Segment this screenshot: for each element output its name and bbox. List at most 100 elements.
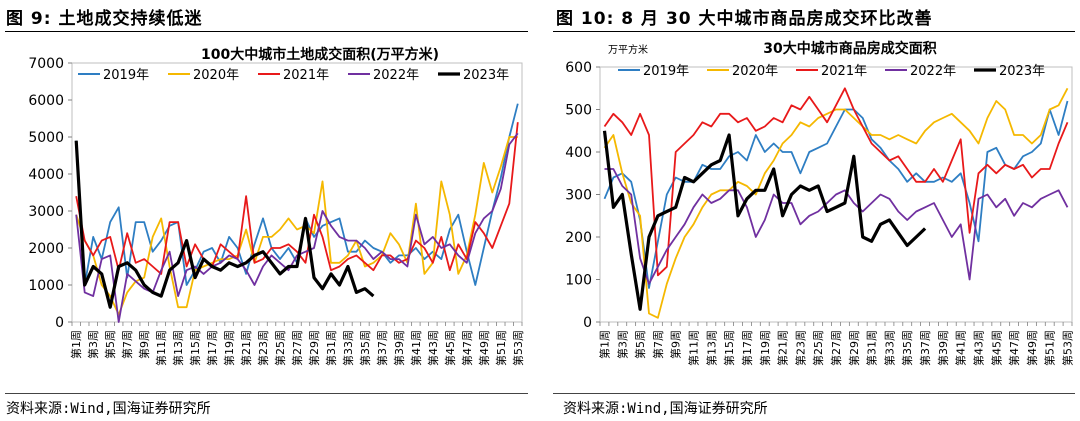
x-tick-label: 第31周 bbox=[324, 330, 338, 366]
y-tick-label: 400 bbox=[565, 145, 592, 161]
x-tick-label: 第11周 bbox=[154, 330, 168, 366]
y-tick-label: 2000 bbox=[28, 241, 64, 257]
y-tick-label: 300 bbox=[565, 188, 592, 204]
series-line-2021年 bbox=[75, 122, 519, 275]
legend-label: 2022年 bbox=[910, 64, 956, 79]
x-tick-label: 第21周 bbox=[776, 330, 790, 366]
legend-label: 2021年 bbox=[283, 68, 329, 83]
legend-label: 2020年 bbox=[193, 68, 239, 83]
legend-label: 2021年 bbox=[821, 64, 867, 79]
x-tick-label: 第5周 bbox=[633, 330, 647, 359]
series-line-2023年 bbox=[74, 140, 375, 309]
title-rule-left bbox=[5, 31, 528, 32]
y-tick-label: 0 bbox=[55, 315, 64, 331]
x-tick-label: 第5周 bbox=[103, 330, 117, 359]
legend-label: 2020年 bbox=[732, 64, 778, 79]
y-tick-label: 7000 bbox=[28, 56, 64, 72]
x-tick-label: 第47周 bbox=[460, 330, 474, 366]
chart-title: 30大中城市商品房成交面积 bbox=[763, 40, 936, 57]
x-tick-label: 第41周 bbox=[409, 330, 423, 366]
x-tick-label: 第27周 bbox=[290, 330, 304, 366]
figure-title-right: 图 10: 8 月 30 大中城市商品房成交环比改善 bbox=[556, 9, 933, 29]
x-tick-label: 第1周 bbox=[597, 330, 611, 359]
figure-title-left: 图 9: 土地成交持续低迷 bbox=[6, 9, 203, 29]
y-tick-label: 4000 bbox=[28, 167, 64, 183]
plot-frame bbox=[71, 62, 523, 323]
x-tick-label: 第25周 bbox=[273, 330, 287, 366]
legend-label: 2023年 bbox=[999, 64, 1045, 79]
x-tick-label: 第19周 bbox=[222, 330, 236, 366]
title-rule-right bbox=[553, 31, 1075, 32]
x-tick-label: 第39周 bbox=[392, 330, 406, 366]
x-tick-label: 第15周 bbox=[722, 330, 736, 366]
x-tick-label: 第27周 bbox=[829, 330, 843, 366]
x-tick-label: 第29周 bbox=[307, 330, 321, 366]
legend-label: 2023年 bbox=[463, 68, 509, 83]
x-tick-label: 第9周 bbox=[137, 330, 151, 359]
x-tick-label: 第41周 bbox=[954, 330, 968, 366]
series-line-2023年 bbox=[602, 130, 927, 311]
legend-label: 2019年 bbox=[643, 64, 689, 79]
x-tick-label: 第9周 bbox=[669, 330, 683, 359]
x-tick-label: 第33周 bbox=[341, 330, 355, 366]
x-tick-label: 第47周 bbox=[1007, 330, 1021, 366]
x-tick-label: 第3周 bbox=[86, 330, 100, 359]
x-tick-label: 第23周 bbox=[256, 330, 270, 366]
x-tick-label: 第43周 bbox=[971, 330, 985, 366]
y-tick-label: 5000 bbox=[28, 130, 64, 146]
x-tick-label: 第49周 bbox=[1025, 330, 1039, 366]
x-tick-label: 第53周 bbox=[1061, 330, 1075, 366]
chart-left: 0 1000 2000 3000 4000 5000 6000 7000 第1周 第3周 第5周 第7… bbox=[28, 46, 525, 366]
x-tick-label: 第31周 bbox=[865, 330, 879, 366]
x-tick-label: 第35周 bbox=[358, 330, 372, 366]
x-tick-label: 第45周 bbox=[443, 330, 457, 366]
x-tick-label: 第33周 bbox=[882, 330, 896, 366]
x-tick-label: 第19周 bbox=[758, 330, 772, 366]
x-tick-label: 第13周 bbox=[171, 330, 185, 366]
x-tick-label: 第37周 bbox=[918, 330, 932, 366]
series-line-2020年 bbox=[603, 87, 1069, 319]
y-tick-label: 3000 bbox=[28, 204, 64, 220]
x-tick-label: 第21周 bbox=[239, 330, 253, 366]
series-line-2020年 bbox=[75, 136, 518, 316]
source-note-left: 资料来源:Wind,国海证券研究所 bbox=[6, 401, 211, 417]
x-tick-label: 第45周 bbox=[989, 330, 1003, 366]
x-tick-label: 第17周 bbox=[205, 330, 219, 366]
x-tick-label: 第53周 bbox=[511, 330, 525, 366]
x-tick-label: 第37周 bbox=[375, 330, 389, 366]
x-tick-label: 第17周 bbox=[740, 330, 754, 366]
y-tick-label: 0 bbox=[583, 315, 592, 331]
x-tick-label: 第51周 bbox=[1043, 330, 1057, 366]
x-tick-label: 第11周 bbox=[687, 330, 701, 366]
y-tick-label: 6000 bbox=[28, 93, 64, 109]
y-tick-label: 500 bbox=[565, 103, 592, 119]
unit-label: 万平方米 bbox=[608, 43, 648, 56]
y-tick-label: 200 bbox=[565, 230, 592, 246]
legend-label: 2022年 bbox=[373, 68, 419, 83]
x-tick-label: 第35周 bbox=[900, 330, 914, 366]
source-rule-left bbox=[5, 393, 528, 394]
x-tick-label: 第23周 bbox=[793, 330, 807, 366]
chart-title: 100大中城市土地成交面积(万平方米) bbox=[201, 46, 439, 63]
x-tick-label: 第25周 bbox=[811, 330, 825, 366]
x-tick-label: 第13周 bbox=[704, 330, 718, 366]
x-tick-label: 第49周 bbox=[477, 330, 491, 366]
x-tick-label: 第7周 bbox=[120, 330, 134, 359]
x-tick-label: 第3周 bbox=[615, 330, 629, 359]
legend-label: 2019年 bbox=[103, 68, 149, 83]
y-tick-label: 1000 bbox=[28, 278, 64, 294]
x-tick-label: 第39周 bbox=[936, 330, 950, 366]
x-tick-label: 第1周 bbox=[69, 330, 83, 359]
source-note-right: 资料来源:Wind,国海证券研究所 bbox=[563, 401, 768, 417]
series-line-2022年 bbox=[604, 168, 1069, 285]
series-line-2019年 bbox=[603, 100, 1069, 289]
series-line-2021年 bbox=[603, 87, 1069, 277]
x-tick-label: 第43周 bbox=[426, 330, 440, 366]
source-rule-right bbox=[553, 393, 1075, 394]
x-tick-label: 第29周 bbox=[847, 330, 861, 366]
x-tick-label: 第15周 bbox=[188, 330, 202, 366]
x-tick-label: 第7周 bbox=[651, 330, 665, 359]
y-tick-label: 100 bbox=[565, 273, 592, 289]
x-tick-label: 第51周 bbox=[494, 330, 508, 366]
